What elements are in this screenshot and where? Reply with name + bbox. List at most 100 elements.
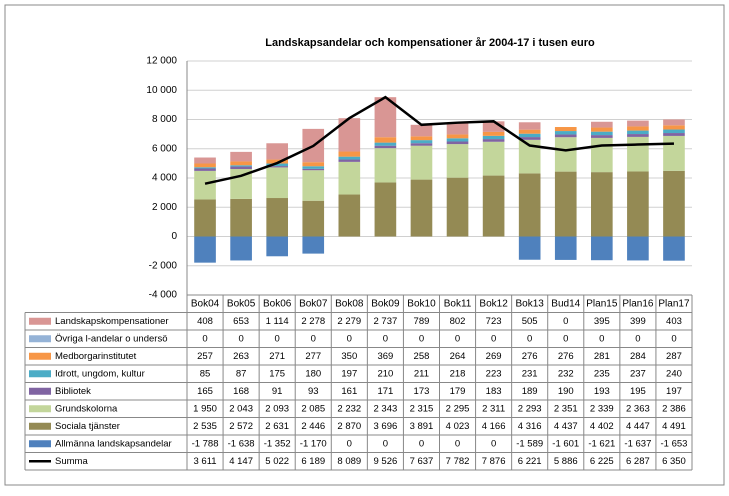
bar [266,198,288,237]
bar [374,182,397,237]
bar [518,122,541,130]
table-cell: -1 637 [624,438,651,449]
legend-swatch [29,422,51,430]
table-cell: -1 601 [552,438,579,449]
y-tick-label: 0 [171,231,177,242]
x-tick-label: Bok05 [227,298,256,309]
table-cell: 0 [347,438,352,449]
bar [591,137,613,173]
bar [230,198,252,237]
bar [302,236,325,254]
x-tick-label: Bud14 [551,298,580,309]
table-cell: 2 446 [301,421,325,432]
table-cell: 269 [486,351,502,362]
table-cell: 165 [197,386,213,397]
table-cell: 0 [238,333,243,344]
table-cell: 197 [341,368,357,379]
bar [554,171,577,237]
bar [230,236,252,261]
bar [591,135,613,138]
table-cell: 3 891 [410,421,434,432]
bar [482,175,505,237]
table-cell: 6 221 [518,456,542,467]
table-cell: 175 [269,368,285,379]
bar [446,122,469,135]
table-cell: 2 386 [662,403,686,414]
table-cell: 168 [233,386,249,397]
legend-swatch [29,317,51,325]
y-tick-label: 8 000 [152,114,177,125]
bar [446,141,469,145]
table-cell: 0 [563,333,568,344]
table-cell: 2 278 [301,316,325,327]
table-cell: 0 [383,333,388,344]
bar [446,144,469,178]
table-cell: 2 631 [265,421,289,432]
table-cell: 5 022 [265,456,289,467]
bar [591,172,613,237]
table-cell: 9 526 [374,456,398,467]
table-cell: 789 [414,316,430,327]
bar [482,139,505,142]
table-cell: 7 782 [446,456,470,467]
legend-label: Medborgarinstitutet [55,351,137,362]
table-cell: 0 [455,333,460,344]
bar [663,236,685,261]
bar [374,142,397,146]
table-cell: 4 166 [482,421,506,432]
bar [591,127,613,132]
table-cell: 0 [419,438,424,449]
table-cell: 505 [522,316,538,327]
x-tick-label: Bok08 [335,298,364,309]
table-cell: 2 343 [374,403,398,414]
bar [446,138,469,142]
table-cell: 2 093 [265,403,289,414]
table-cell: 0 [419,333,424,344]
table-cell: 0 [311,333,316,344]
bar [627,130,649,135]
table-cell: 2 572 [229,421,253,432]
bar [230,165,252,167]
table-cell: 183 [486,386,502,397]
bar [554,236,577,260]
table-cell: 276 [558,351,574,362]
bar [302,200,325,237]
table-cell: 8 089 [337,456,361,467]
table-cell: 4 023 [446,421,470,432]
legend-label: Grundskolorna [55,403,118,414]
legend-label: Idrott, ungdom, kultur [55,368,145,379]
table-cell: 210 [377,368,393,379]
table-cell: 2 279 [337,316,361,327]
legend-label: Bibliotek [55,386,91,397]
bar [374,137,397,143]
table-cell: 0 [347,333,352,344]
table-cell: 281 [594,351,610,362]
bar [194,199,216,237]
table-cell: -1 638 [228,438,255,449]
table-cell: 403 [666,316,682,327]
bar [518,139,541,174]
bar [591,121,613,128]
table-cell: 237 [630,368,646,379]
bar [627,236,649,261]
table-cell: 197 [666,386,682,397]
legend-label: Allmänna landskapsandelar [55,438,172,449]
bar [194,163,216,168]
bar [410,124,433,137]
bar [663,129,685,134]
bar [194,170,216,200]
table-cell: 802 [450,316,466,327]
bar [446,177,469,237]
bar [266,167,288,199]
bar [410,145,433,180]
bar [627,120,649,127]
bar [663,133,685,136]
table-cell: 223 [486,368,502,379]
table-cell: 4 402 [590,421,614,432]
table-cell: -1 653 [660,438,687,449]
table-cell: 287 [666,351,682,362]
bar [446,134,469,139]
x-tick-label: Plan17 [658,298,690,309]
bar [194,157,216,164]
